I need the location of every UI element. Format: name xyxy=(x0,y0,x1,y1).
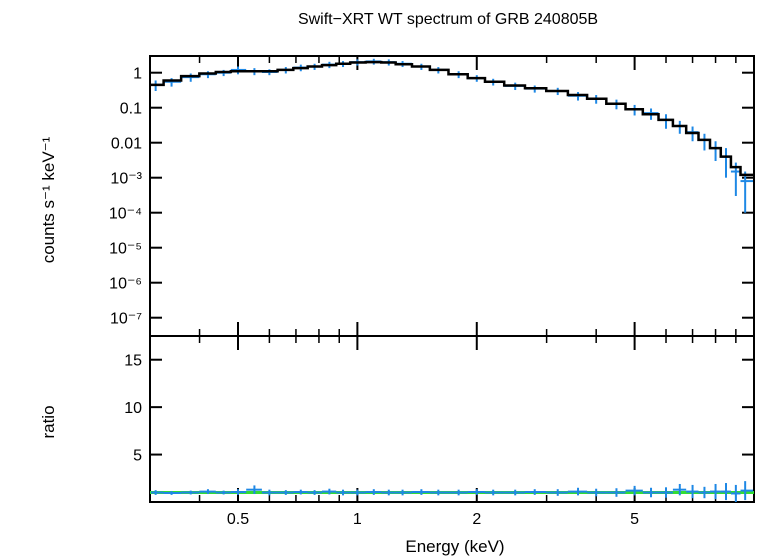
ratio-y-axis-ticks: 5 10 15 xyxy=(124,353,754,465)
ratio-y-tick-label: 15 xyxy=(124,353,142,370)
spectrum-y-tick-label: 10⁻³ xyxy=(110,171,142,188)
spectrum-model-line xyxy=(151,60,753,177)
spectrum-panel-frame xyxy=(149,55,755,337)
spectrum-y-tick-label: 10⁻⁴ xyxy=(109,206,142,223)
x-tick-label: 0.5 xyxy=(227,511,249,528)
spectrum-y-tick-label: 0.1 xyxy=(120,101,142,118)
ratio-panel-frame xyxy=(149,335,755,503)
spectrum-y-axis-label: counts s⁻¹ keV⁻¹ xyxy=(39,136,58,263)
chart-title: Swift−XRT WT spectrum of GRB 240805B xyxy=(298,11,598,28)
spectrum-data-points xyxy=(151,58,753,213)
x-tick-label: 5 xyxy=(630,511,639,528)
spectrum-model-curve xyxy=(151,60,753,177)
spectrum-y-axis-ticks: 1 0.1 0.01 10⁻³ 10⁻⁴ 10⁻⁵ 10⁻⁶ 10⁻⁷ xyxy=(109,66,754,328)
x-tick-label: 2 xyxy=(472,511,481,528)
x-tick-label: 1 xyxy=(353,511,362,528)
ratio-y-tick-label: 5 xyxy=(133,448,142,465)
spectrum-y-tick-label: 10⁻⁷ xyxy=(110,311,142,328)
ratio-y-axis-label: ratio xyxy=(39,405,58,438)
x-axis-ticks: 0.5 1 2 5 xyxy=(149,56,755,528)
spectrum-y-tick-label: 1 xyxy=(133,66,142,83)
spectrum-y-tick-label: 0.01 xyxy=(111,136,142,153)
spectrum-y-tick-label: 10⁻⁶ xyxy=(109,276,142,293)
ratio-y-tick-label: 10 xyxy=(124,400,142,417)
x-axis-label: Energy (keV) xyxy=(405,537,504,556)
spectrum-y-tick-label: 10⁻⁵ xyxy=(109,241,142,258)
ratio-data-points xyxy=(151,481,753,502)
